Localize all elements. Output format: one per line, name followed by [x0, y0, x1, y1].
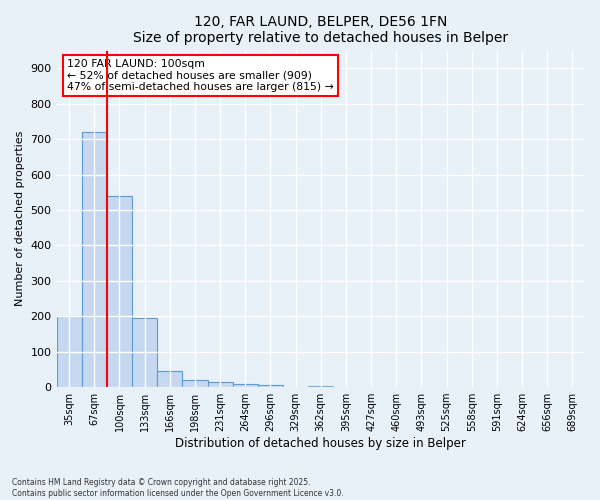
X-axis label: Distribution of detached houses by size in Belper: Distribution of detached houses by size … [175, 437, 466, 450]
Bar [132, 318, 157, 387]
Bar [182, 380, 208, 387]
Title: 120, FAR LAUND, BELPER, DE56 1FN
Size of property relative to detached houses in: 120, FAR LAUND, BELPER, DE56 1FN Size of… [133, 15, 508, 45]
Text: Contains HM Land Registry data © Crown copyright and database right 2025.
Contai: Contains HM Land Registry data © Crown c… [12, 478, 344, 498]
Bar [233, 384, 258, 387]
Text: 120 FAR LAUND: 100sqm
← 52% of detached houses are smaller (909)
47% of semi-det: 120 FAR LAUND: 100sqm ← 52% of detached … [67, 59, 334, 92]
Bar [82, 132, 107, 387]
Y-axis label: Number of detached properties: Number of detached properties [15, 131, 25, 306]
Bar [308, 386, 334, 387]
Bar [56, 316, 82, 387]
Bar [157, 371, 182, 387]
Bar [107, 196, 132, 387]
Bar [208, 382, 233, 387]
Bar [258, 386, 283, 387]
